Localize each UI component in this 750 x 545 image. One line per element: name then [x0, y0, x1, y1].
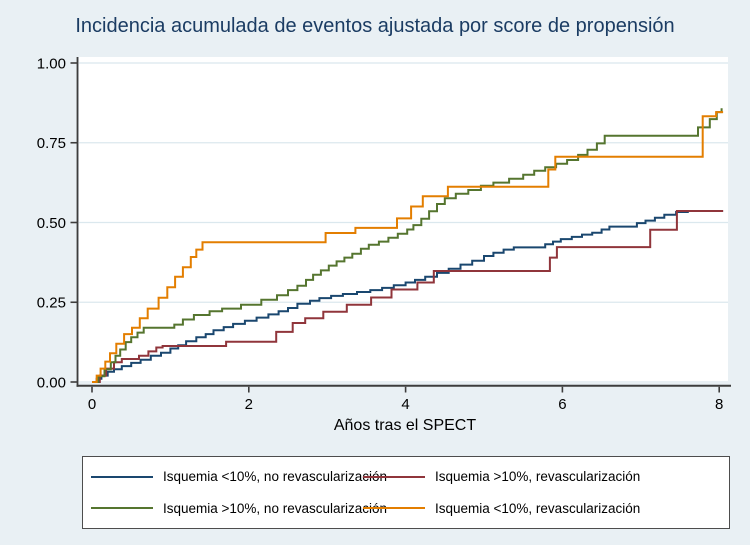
legend-label: Isquemia >10%, revascularización	[435, 469, 641, 485]
legend-label: Isquemia <10%, revascularización	[435, 500, 641, 516]
x-tick-label: 4	[401, 396, 409, 413]
legend-label: Isquemia <10%, no revascularización	[163, 469, 387, 485]
legend-item-orange: Isquemia <10%, revascularización	[355, 501, 729, 516]
legend-line-swatch-navy	[91, 475, 153, 478]
series-curve-1	[92, 210, 724, 383]
chart-canvas: 0.00 0.25 0.50 0.75 1.00 0 2 4 6 8	[37, 55, 731, 413]
x-axis-title: Años tras el SPECT	[333, 417, 477, 434]
y-tick-label: 1.00	[37, 55, 66, 72]
y-tick-label: 0.50	[37, 215, 66, 232]
y-tick-label: 0.00	[37, 374, 66, 391]
legend-line-swatch-green	[91, 507, 153, 510]
legend-item-maroon: Isquemia >10%, revascularización	[355, 469, 729, 484]
chart-title: Incidencia acumulada de eventos ajustada…	[75, 15, 675, 37]
legend-item-navy: Isquemia <10%, no revascularización	[83, 469, 387, 484]
y-tick-label: 0.75	[37, 135, 66, 152]
y-tick-label: 0.25	[37, 295, 66, 312]
legend: Isquemia <10%, no revascularización Isqu…	[82, 456, 730, 529]
legend-label: Isquemia >10%, no revascularización	[163, 500, 387, 516]
x-tick-label: 2	[245, 396, 253, 413]
series-curve-3	[92, 111, 724, 383]
legend-line-swatch-orange	[363, 507, 425, 510]
legend-item-green: Isquemia >10%, no revascularización	[83, 501, 387, 516]
legend-line-swatch-maroon	[363, 475, 425, 478]
x-tick-label: 8	[715, 396, 723, 413]
x-tick-label: 0	[88, 396, 96, 413]
x-tick-label: 6	[558, 396, 566, 413]
series-curve-0	[92, 210, 724, 383]
